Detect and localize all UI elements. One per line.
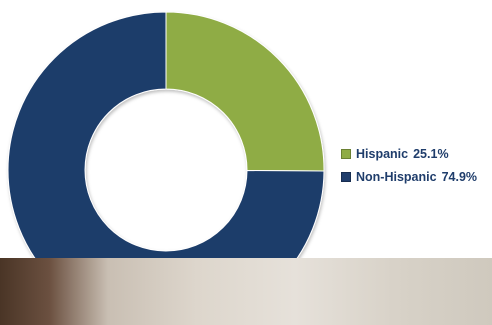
- legend-label-hispanic: Hispanic: [356, 147, 409, 161]
- legend-value-non-hispanic: 74.9%: [441, 170, 478, 184]
- classroom-photo: [0, 258, 492, 325]
- legend-swatch-hispanic: [341, 149, 351, 159]
- donut-slice-hispanic: [165, 11, 325, 172]
- legend-item-non-hispanic: Non-Hispanic 74.9%: [341, 170, 477, 184]
- legend-value-hispanic: 25.1%: [413, 147, 449, 161]
- legend-swatch-non-hispanic: [341, 172, 351, 182]
- legend-item-hispanic: Hispanic 25.1%: [341, 147, 477, 161]
- legend-label-non-hispanic: Non-Hispanic: [356, 170, 437, 184]
- chart-legend: Hispanic 25.1% Non-Hispanic 74.9%: [341, 147, 477, 184]
